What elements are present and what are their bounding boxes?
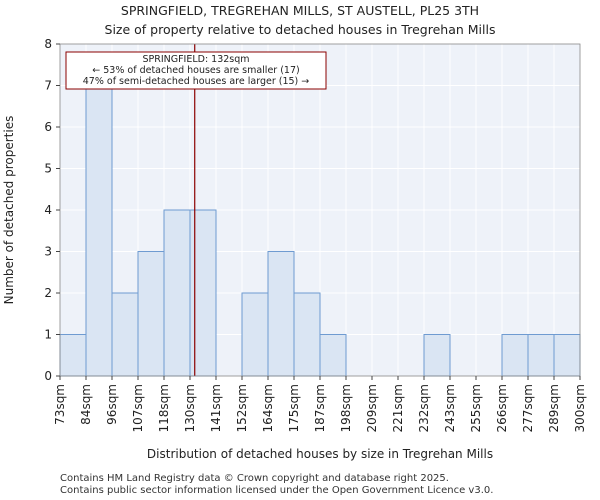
- annotation-title: SPRINGFIELD: 132sqm: [142, 54, 249, 65]
- x-tick-label: 300sqm: [573, 384, 587, 432]
- bar: [137, 251, 165, 377]
- y-axis-label: Number of detached properties: [2, 116, 16, 305]
- y-tick-label: 2: [44, 286, 52, 300]
- x-tick-label: 187sqm: [313, 384, 327, 432]
- bar: [241, 292, 269, 377]
- bar: [267, 251, 295, 377]
- x-tick-label: 175sqm: [287, 384, 301, 432]
- x-tick-label: 221sqm: [391, 384, 405, 432]
- footer-line-2: Contains public sector information licen…: [60, 485, 494, 496]
- x-tick-label: 209sqm: [365, 384, 379, 432]
- bar: [293, 292, 321, 377]
- bar: [85, 85, 113, 377]
- bar: [553, 334, 581, 377]
- x-tick-label: 141sqm: [209, 384, 223, 432]
- footer-line-1: Contains HM Land Registry data © Crown c…: [60, 473, 449, 484]
- x-tick-label: 164sqm: [261, 384, 275, 432]
- chart-subtitle: Size of property relative to detached ho…: [104, 22, 496, 37]
- x-tick-label: 243sqm: [443, 384, 457, 432]
- x-tick-label: 84sqm: [79, 384, 93, 425]
- bar: [423, 334, 451, 377]
- y-tick-label: 0: [44, 369, 52, 383]
- bar: [163, 209, 191, 377]
- x-tick-label: 107sqm: [131, 384, 145, 432]
- x-tick-label: 289sqm: [547, 384, 561, 432]
- bar: [189, 209, 217, 377]
- bar: [319, 334, 347, 377]
- x-axis-label: Distribution of detached houses by size …: [147, 447, 493, 461]
- annotation-larger: 47% of semi-detached houses are larger (…: [83, 76, 310, 87]
- y-tick-label: 7: [44, 79, 52, 93]
- y-tick-label: 3: [44, 245, 52, 259]
- x-tick-label: 73sqm: [53, 384, 67, 425]
- x-tick-label: 96sqm: [105, 384, 119, 425]
- bar: [59, 334, 87, 377]
- bar: [111, 292, 139, 377]
- bar: [501, 334, 529, 377]
- annotation-smaller: ← 53% of detached houses are smaller (17…: [92, 65, 299, 76]
- x-tick-label: 266sqm: [495, 384, 509, 432]
- y-tick-label: 6: [44, 120, 52, 134]
- annotation-box: [65, 51, 327, 90]
- x-tick-label: 118sqm: [157, 384, 171, 432]
- y-tick-label: 5: [44, 162, 52, 176]
- x-tick-label: 152sqm: [235, 384, 249, 432]
- y-tick-label: 8: [44, 37, 52, 51]
- x-tick-label: 130sqm: [183, 384, 197, 432]
- y-tick-label: 4: [44, 203, 52, 217]
- x-tick-label: 277sqm: [521, 384, 535, 432]
- y-tick-label: 1: [44, 328, 52, 342]
- x-tick-label: 198sqm: [339, 384, 353, 432]
- bar: [527, 334, 555, 377]
- x-tick-label: 255sqm: [469, 384, 483, 432]
- x-tick-label: 232sqm: [417, 384, 431, 432]
- chart-title: SPRINGFIELD, TREGREHAN MILLS, ST AUSTELL…: [120, 3, 480, 18]
